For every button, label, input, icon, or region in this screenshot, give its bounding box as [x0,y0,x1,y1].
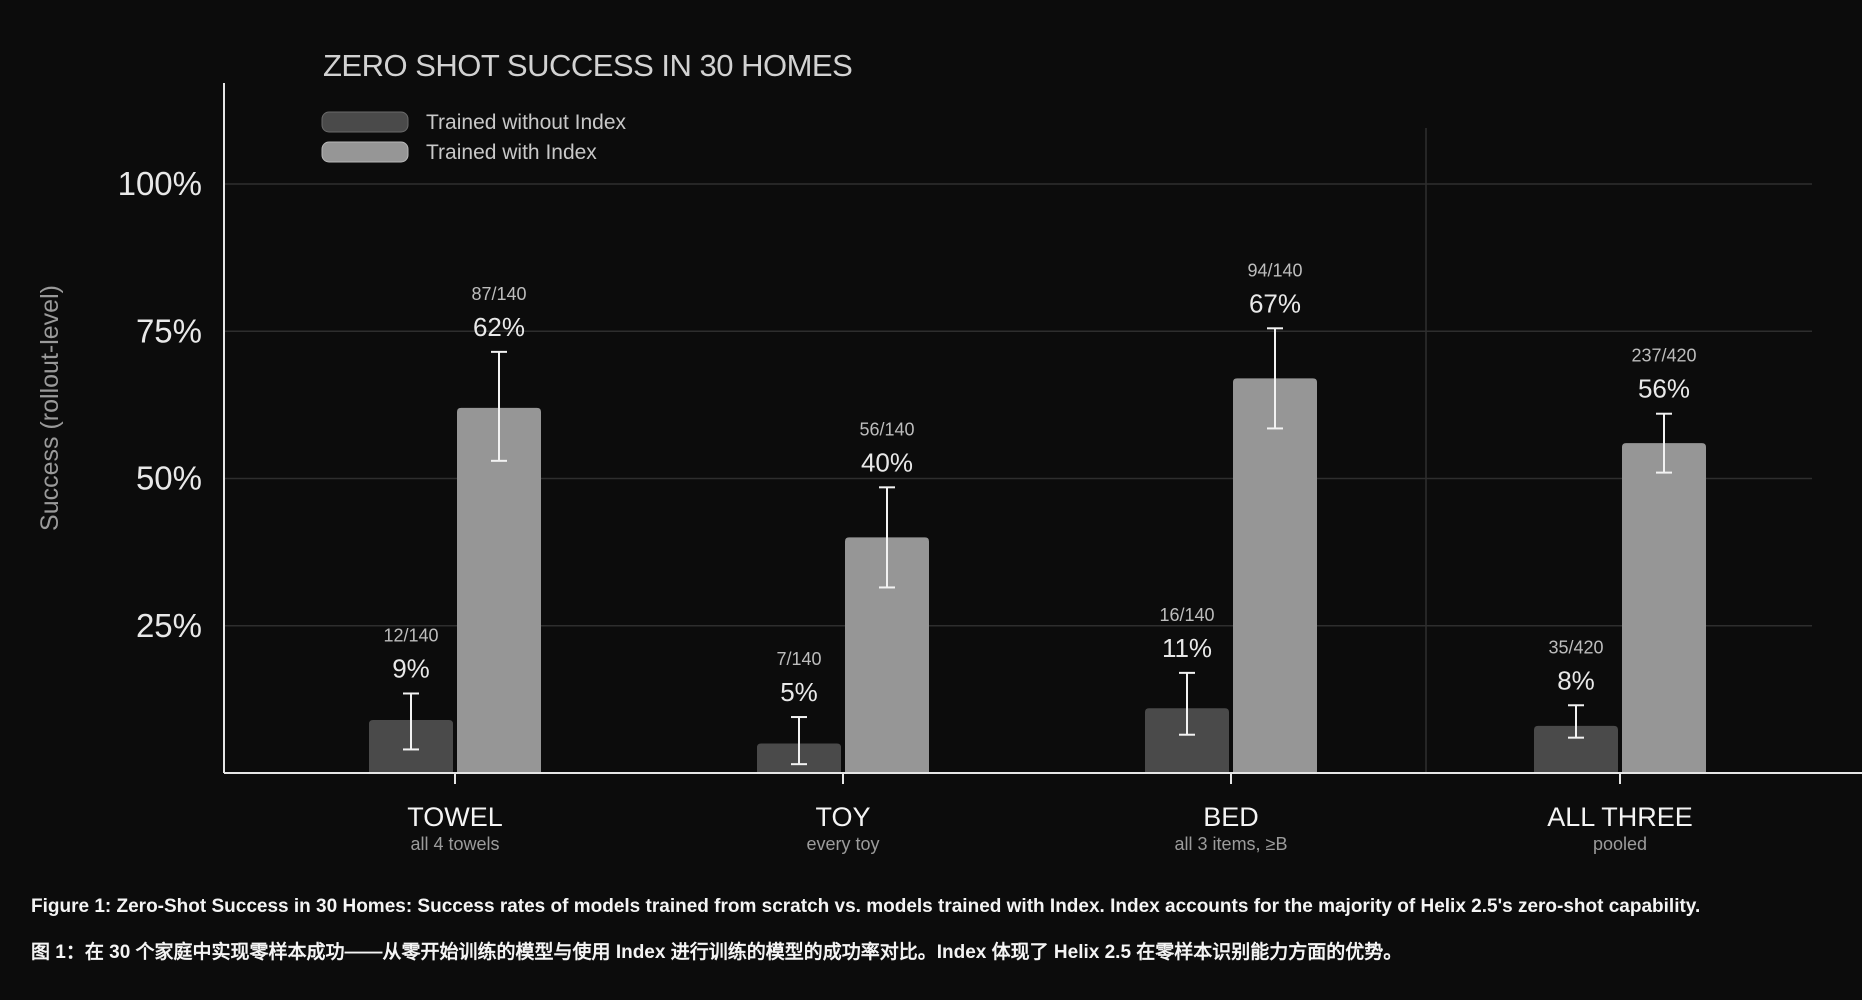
error-bar [879,486,895,589]
error-bar [1179,671,1195,736]
legend: Trained without Index Trained with Index [321,111,627,164]
y-tick-label: 100% [118,165,202,202]
data-label-count: 87/140 [471,284,526,304]
data-label-percent: 5% [780,677,818,707]
y-tick-labels: 25% 50% 75% 100% [118,165,202,644]
legend-swatch-with-index [321,141,409,163]
bar-with-index-towel [457,407,541,773]
x-category-sublabel: all 4 towels [410,834,499,854]
figure-caption-english: Figure 1: Zero-Shot Success in 30 Homes:… [31,896,1701,917]
bar-chart: 9% 12/140 5% 7/140 11% 16/140 8% 35/420 62% 87/14… [36,48,1862,854]
bar-without-index-bed [1145,708,1229,773]
error-bar [403,692,419,751]
data-label-percent: 67% [1249,288,1301,318]
figure-caption-chinese: 图 1：在 30 个家庭中实现零样本成功——从零开始训练的模型与使用 Index… [31,942,1403,963]
x-category-label: BED [1203,802,1259,832]
error-bar [491,350,507,462]
y-axis-label: Success (rollout-level) [36,285,64,531]
legend-label: Trained with Index [426,141,597,164]
chart-title: ZERO SHOT SUCCESS IN 30 HOMES [323,48,852,83]
data-label-percent: 40% [861,447,913,477]
bar-with-index-all-three [1622,443,1706,773]
data-label-percent: 62% [473,312,525,342]
axes [223,83,1862,774]
data-label-percent: 9% [392,653,430,683]
error-bar [791,716,807,766]
x-category-sublabel: every toy [806,834,879,854]
bars: 9% 12/140 5% 7/140 11% 16/140 8% 35/420 62% 87/14… [369,260,1706,773]
bar-with-index-bed [1233,378,1317,773]
data-label-count: 56/140 [859,419,914,439]
error-bar [1656,412,1672,474]
x-category-label: TOWEL [407,802,503,832]
x-category-label: ALL THREE [1547,802,1693,832]
bar-without-index-all-three [1534,725,1618,773]
data-label-percent: 11% [1162,633,1212,663]
y-tick-label: 50% [136,460,202,497]
error-bar [1267,327,1283,430]
data-label-count: 16/140 [1159,605,1214,625]
legend-swatch-without-index [321,111,409,133]
x-category-sublabel: all 3 items, ≥B [1175,834,1288,854]
data-label-percent: 56% [1638,374,1690,404]
data-label-count: 94/140 [1247,260,1302,280]
legend-label: Trained without Index [426,111,627,134]
y-tick-label: 25% [136,607,202,644]
data-label-count: 35/420 [1548,637,1603,657]
error-bar [1568,704,1584,739]
x-category-sublabel: pooled [1593,834,1647,854]
x-category-label: TOY [815,802,870,832]
data-label-count: 237/420 [1631,346,1696,366]
data-label-percent: 8% [1557,665,1595,695]
data-label-count: 7/140 [776,649,821,669]
bar-with-index-toy [845,537,929,773]
y-tick-label: 75% [136,312,202,349]
data-label-count: 12/140 [383,625,438,645]
